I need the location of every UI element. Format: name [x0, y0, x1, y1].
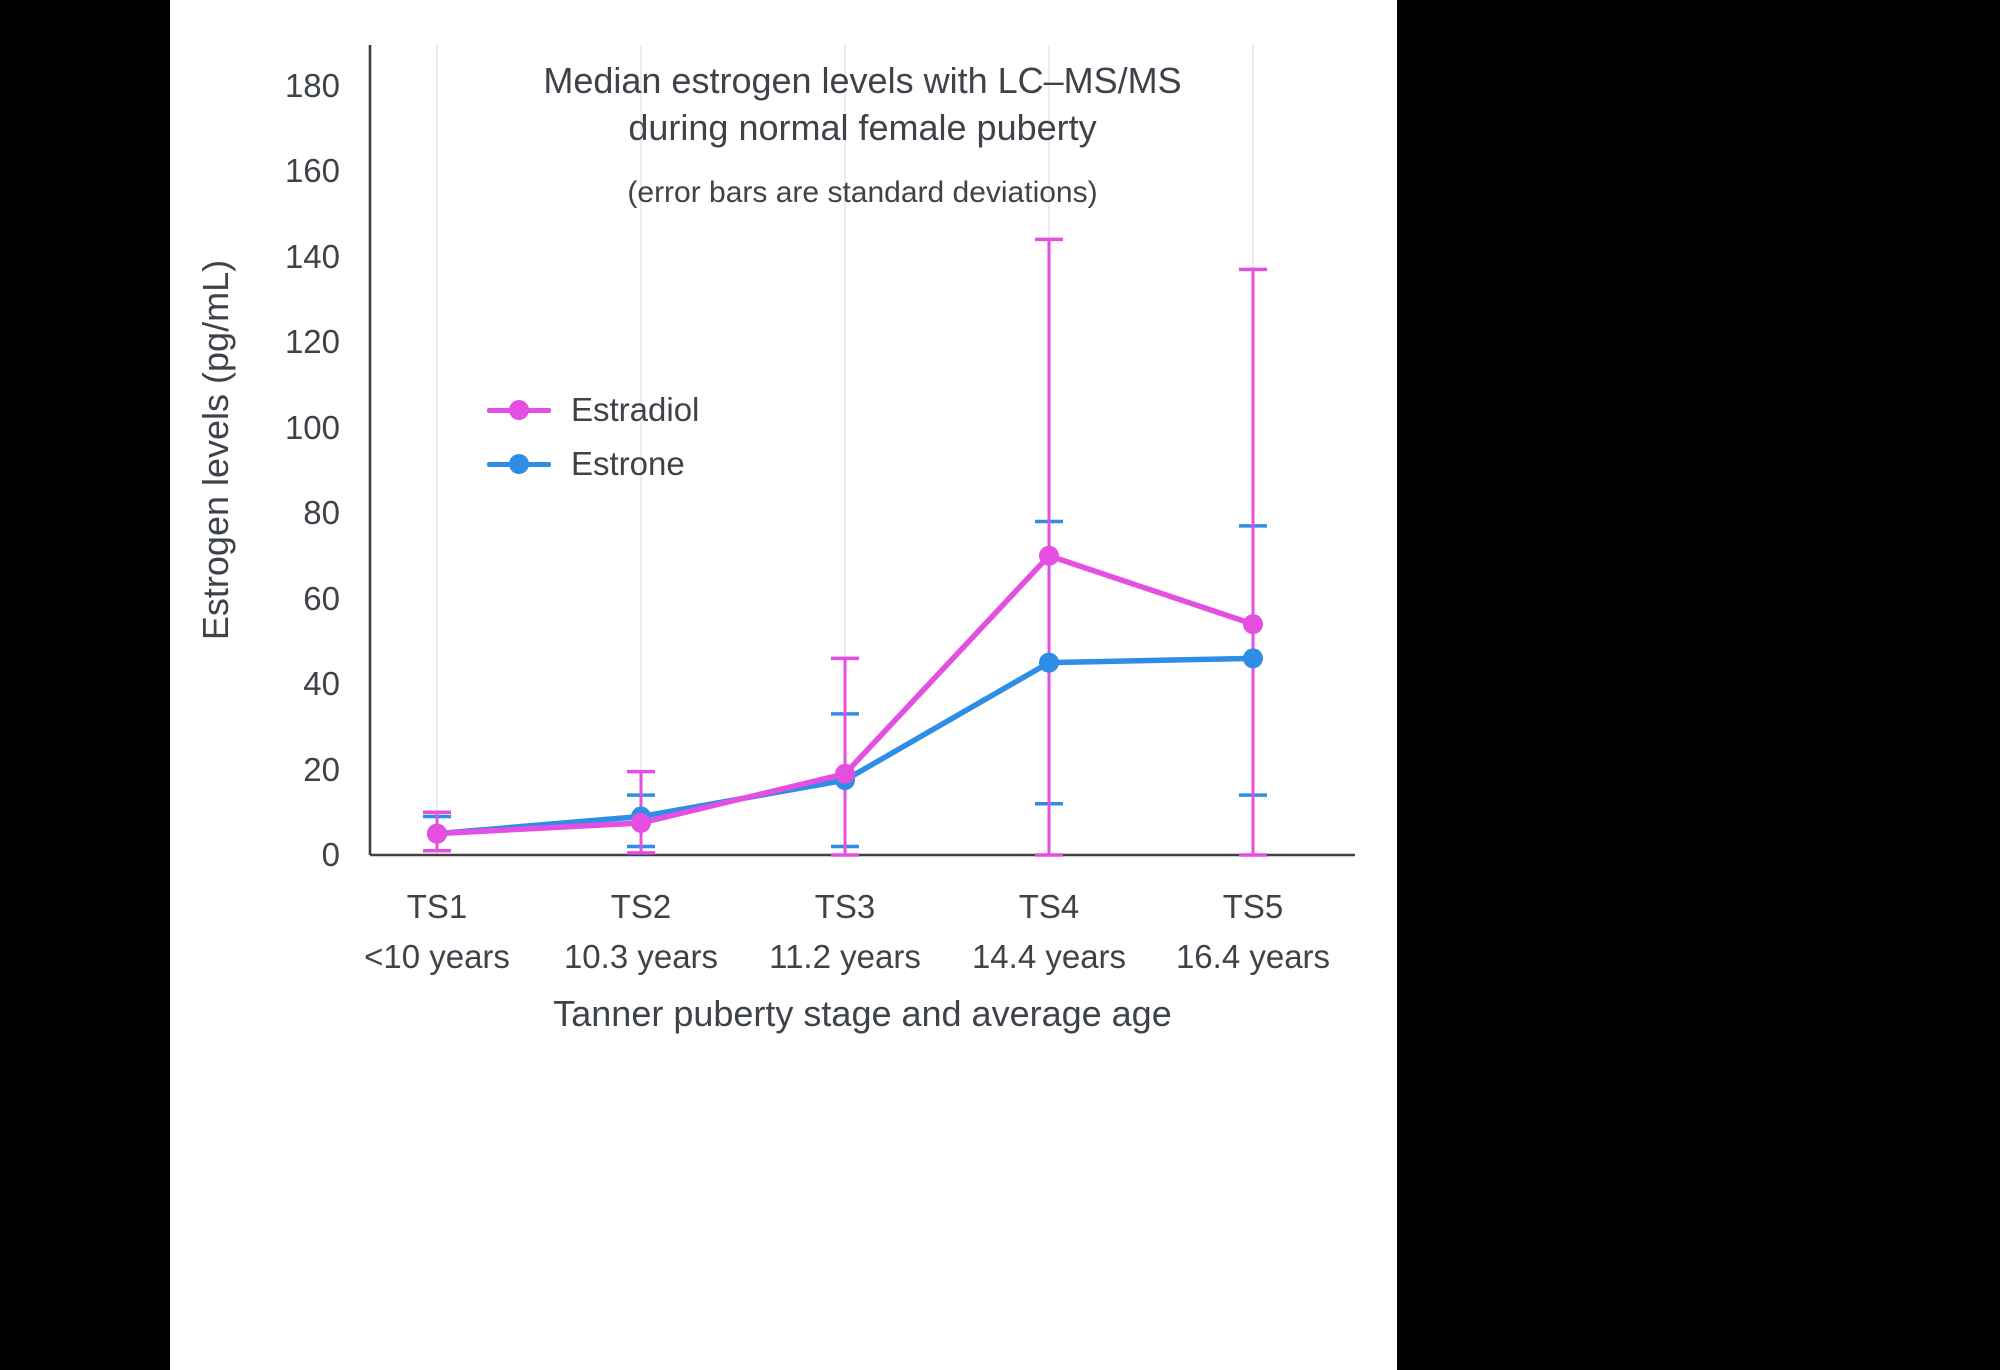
legend-label-estrone: Estrone	[571, 445, 685, 482]
y-tick-label: 40	[303, 665, 340, 702]
legend-item-estradiol: Estradiol	[487, 383, 699, 437]
data-point-estradiol-TS5	[1243, 614, 1263, 635]
data-point-estradiol-TS2	[631, 812, 651, 833]
x-tick-label: TS2	[610, 888, 672, 925]
estradiol-dot-icon	[509, 400, 529, 420]
legend-label-estradiol: Estradiol	[571, 391, 700, 428]
y-tick-label: 180	[284, 66, 340, 104]
data-point-estrone-TS4	[1039, 652, 1059, 673]
x-tick-sublabel: <10 years	[364, 938, 510, 975]
x-tick-sublabel: 16.4 years	[1175, 938, 1331, 975]
data-point-estradiol-TS1	[427, 823, 447, 844]
estrone-dot-icon	[509, 454, 529, 474]
x-tick-label: TS3	[814, 888, 876, 925]
x-tick-sublabel: 14.4 years	[971, 938, 1127, 975]
y-tick-label: 160	[284, 152, 340, 189]
y-tick-label: 60	[303, 579, 340, 617]
x-tick-label: TS5	[1222, 888, 1284, 925]
y-tick-label: 140	[284, 237, 340, 275]
estrone-swatch	[487, 452, 551, 476]
data-point-estradiol-TS4	[1039, 545, 1059, 566]
x-tick-label: TS4	[1018, 888, 1080, 925]
y-tick-label: 100	[284, 408, 340, 446]
plot-area	[368, 45, 1355, 857]
x-axis-title: Tanner puberty stage and average age	[553, 993, 1172, 1034]
x-tick-label: TS1	[406, 888, 468, 925]
legend: Estradiol Estrone	[487, 383, 699, 491]
chart-subtitle: (error bars are standard deviations)	[627, 176, 1098, 209]
y-tick-label: 80	[303, 494, 340, 531]
y-tick-label: 20	[303, 750, 340, 788]
x-tick-sublabel: 10.3 years	[563, 938, 719, 975]
data-point-estrone-TS5	[1243, 648, 1263, 669]
y-tick-label: 0	[321, 836, 340, 873]
x-tick-sublabel: 11.2 years	[769, 938, 921, 975]
y-tick-label: 120	[284, 323, 340, 360]
legend-item-estrone: Estrone	[487, 437, 699, 491]
chart-title: Median estrogen levels with LC–MS/MS dur…	[543, 60, 1182, 148]
data-point-estradiol-TS3	[835, 763, 855, 784]
estradiol-swatch	[487, 398, 551, 422]
chart-panel: Median estrogen levels with LC–MS/MS dur…	[170, 0, 1397, 1370]
